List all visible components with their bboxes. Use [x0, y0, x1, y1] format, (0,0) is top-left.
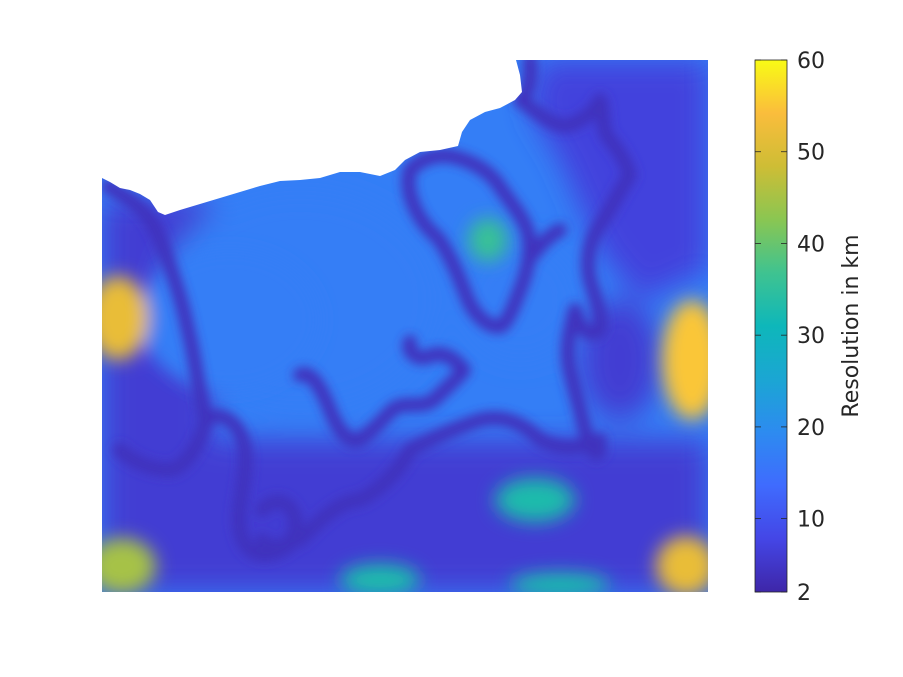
channel-10: [515, 60, 538, 107]
region-basin-margins: [580, 300, 660, 420]
colorbar-label: Resolution in km: [839, 234, 864, 417]
colorbar-gradient: [754, 59, 788, 593]
colorbar-tick-label: 2: [797, 581, 811, 606]
region-lower-middle-patch: [510, 573, 610, 592]
channel-7: [513, 93, 637, 337]
colorbar-tick-label: 30: [797, 324, 825, 349]
region-lower-middle-patch: [495, 478, 575, 522]
region-lower-middle-patch: [340, 564, 420, 592]
colorbar: 2 10 20 30 40 50 60 Resolution in km: [754, 49, 864, 606]
colorbar-tick-label: 20: [797, 416, 825, 441]
region-interior: [140, 250, 320, 390]
channel-9: [525, 223, 567, 263]
channel-4: [293, 411, 607, 547]
region-right-edge-peak: [662, 300, 708, 420]
colorbar-tick-label: 40: [797, 232, 825, 257]
colorbar-tick-label: 50: [797, 141, 825, 166]
channel-5: [293, 335, 471, 448]
region-lower-right-corner: [656, 536, 708, 592]
channel-8: [560, 303, 607, 461]
colorbar-tick-label: 60: [797, 49, 825, 74]
colorbar-ticks: 2 10 20 30 40 50 60: [755, 49, 825, 606]
region-lower-left-corner: [102, 538, 156, 592]
channel-6: [401, 148, 537, 334]
heatmap-channels: [102, 60, 637, 562]
region-left-edge-peak: [102, 276, 148, 360]
channel-1: [102, 179, 212, 477]
region-inner-ring-center: [468, 218, 508, 262]
colorbar-tick-label: 10: [797, 508, 825, 533]
channel-3: [255, 494, 303, 554]
masked-region: [102, 60, 522, 215]
heatmap-plot-area: [102, 60, 708, 592]
channel-2: [198, 409, 297, 562]
